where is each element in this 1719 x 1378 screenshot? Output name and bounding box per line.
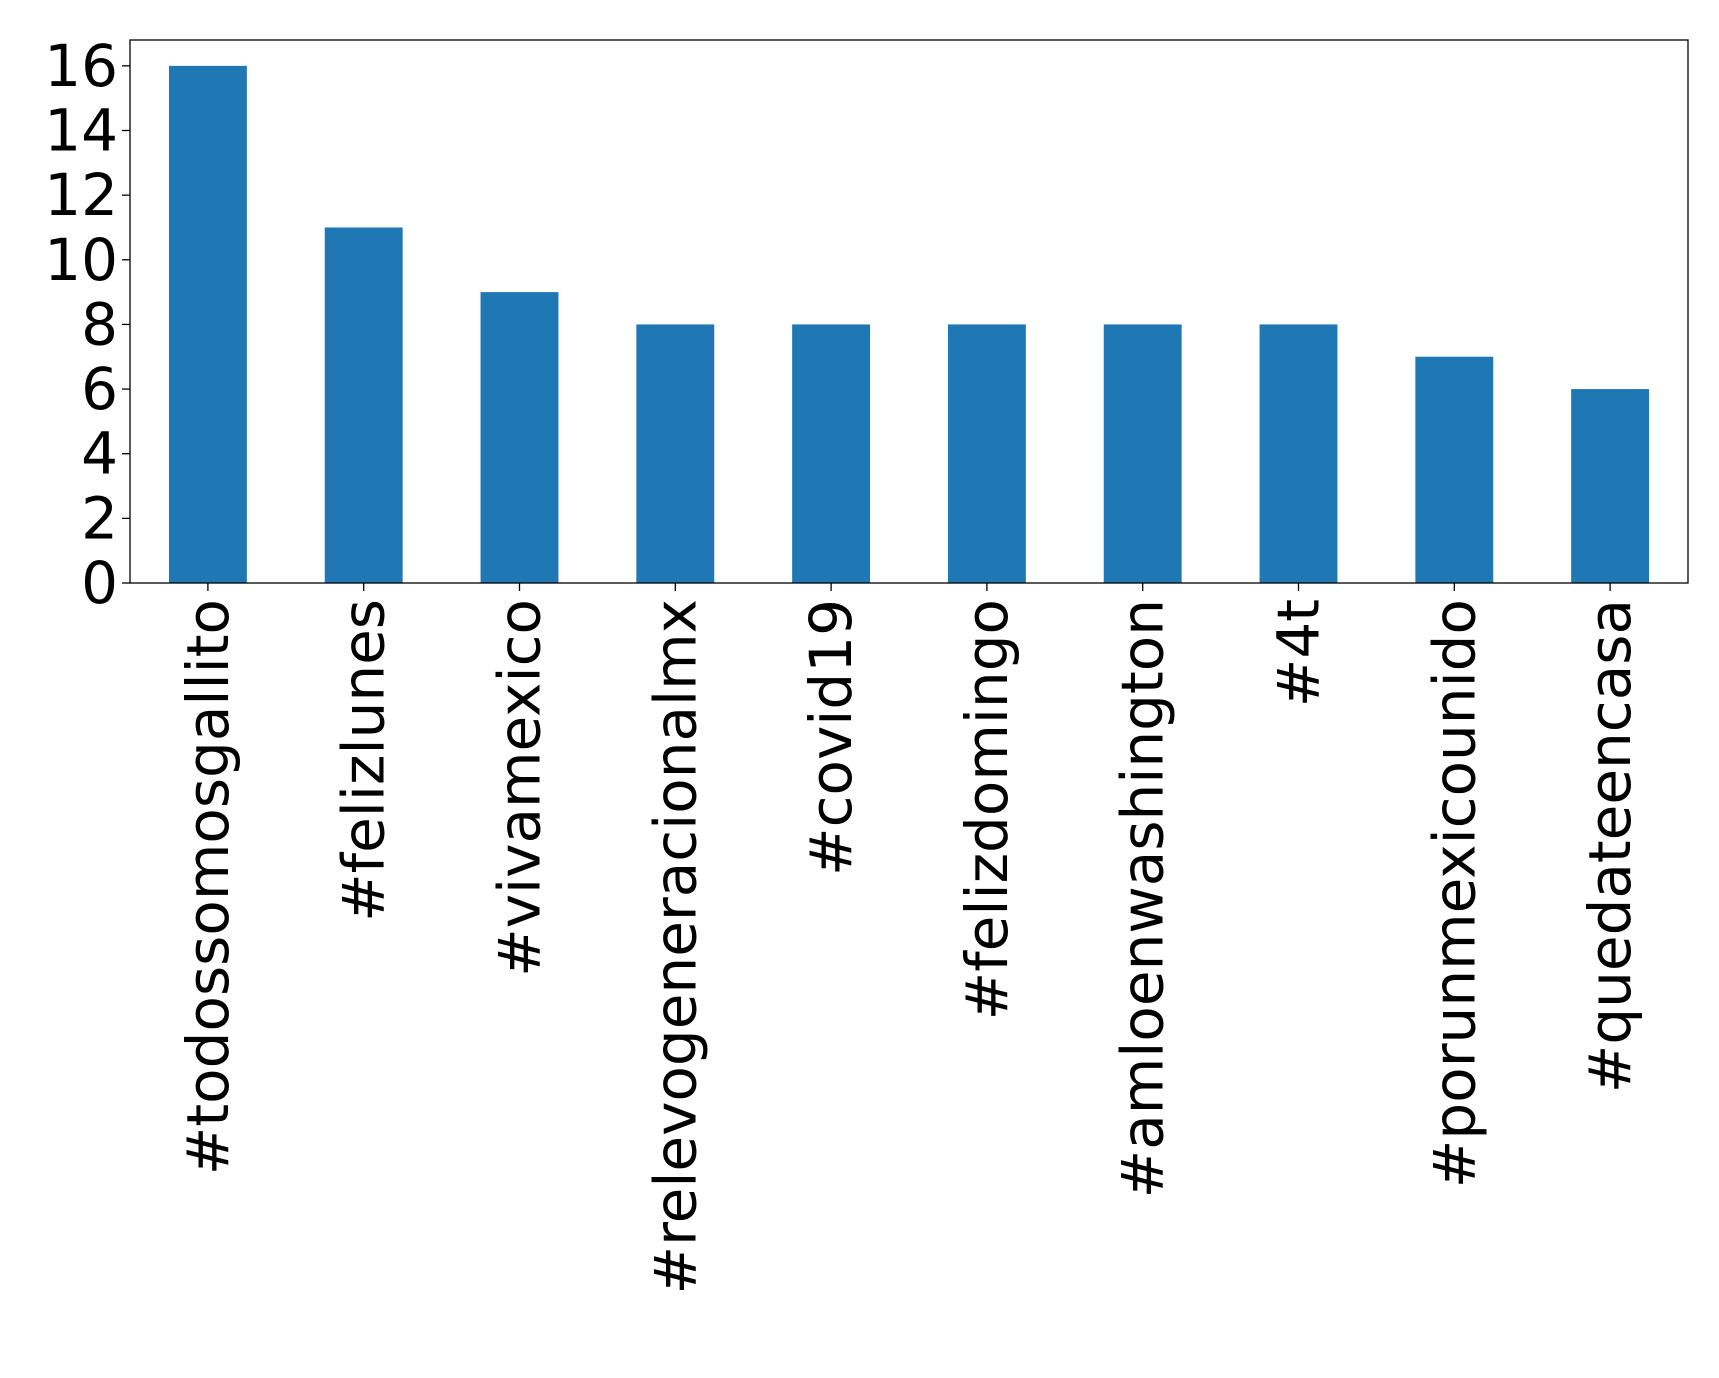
bar-0: [168, 65, 247, 584]
bar-7: [1259, 324, 1338, 583]
x-axis: #todossomosgallito #felizlunes #vivamexico…: [174, 583, 1644, 1295]
x-tick-label-0: #todossomosgallito: [174, 599, 242, 1175]
bar-6: [1103, 324, 1182, 583]
x-tick-label-2: #vivamexico: [486, 599, 554, 977]
y-tick-label-1: 2: [81, 484, 118, 552]
x-tick-label-3: #relevogeneracionalmx: [641, 599, 709, 1295]
y-tick-label-0: 0: [81, 549, 118, 617]
x-tick-label-6: #amloenwashington: [1109, 599, 1177, 1198]
bars-group: [168, 65, 1650, 584]
y-tick-label-2: 4: [81, 420, 118, 488]
y-tick-label-8: 16: [44, 32, 118, 100]
bar-2: [480, 292, 559, 583]
bar-3: [636, 324, 715, 583]
x-tick-label-5: #felizdomingo: [953, 599, 1021, 1020]
bar-9: [1571, 389, 1650, 583]
y-tick-label-6: 12: [44, 161, 118, 229]
x-tick-label-4: #covid19: [797, 599, 865, 876]
bar-5: [947, 324, 1026, 583]
plot-frame: [129, 39, 1689, 584]
bar-1: [324, 227, 403, 583]
y-tick-label-4: 8: [81, 290, 118, 358]
x-tick-label-7: #4t: [1265, 599, 1333, 707]
bar-4: [792, 324, 871, 583]
x-tick-label-9: #quedateencasa: [1576, 599, 1644, 1093]
y-tick-label-5: 10: [44, 226, 118, 294]
y-tick-label-7: 14: [44, 97, 118, 165]
y-tick-label-3: 6: [81, 355, 118, 423]
x-tick-label-8: #porunmexicounido: [1420, 599, 1488, 1188]
bar-8: [1415, 356, 1494, 583]
x-tick-label-1: #felizlunes: [330, 599, 398, 922]
